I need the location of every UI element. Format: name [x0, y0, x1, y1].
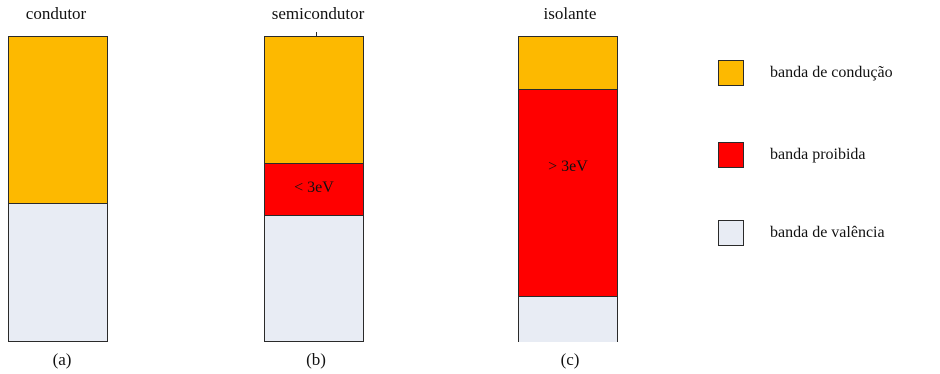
band-gap-label: > 3eV: [548, 158, 588, 175]
band-bar-condutor: [8, 36, 108, 342]
band-forbidden: < 3eV: [265, 163, 363, 215]
band-diagram-semicondutor: < 3eV: [264, 36, 368, 342]
column-title-condutor: condutor: [25, 4, 87, 23]
column-label-c: (c): [560, 350, 580, 369]
legend-label-conduction: banda de condução: [770, 64, 893, 81]
column-tick-mark: [316, 32, 317, 36]
band-conduction: [265, 37, 363, 163]
column-title-semicondutor: semicondutor: [271, 4, 365, 23]
band-gap-label: < 3eV: [294, 179, 334, 196]
legend: banda de condução banda proibida banda d…: [718, 60, 938, 250]
band-forbidden: > 3eV: [519, 89, 617, 296]
band-bar-isolante: > 3eV: [518, 36, 618, 342]
legend-swatch-forbidden: [718, 142, 744, 168]
band-conduction: [9, 37, 107, 203]
column-label-b: (b): [306, 350, 326, 369]
band-diagram-condutor: [8, 36, 112, 342]
band-valence: [9, 203, 107, 341]
band-valence: [265, 215, 363, 341]
band-conduction: [519, 37, 617, 89]
column-title-isolante: isolante: [543, 4, 597, 23]
legend-swatch-conduction: [718, 60, 744, 86]
legend-label-valence: banda de valência: [770, 224, 885, 241]
band-diagram-isolante: > 3eV: [518, 36, 622, 342]
column-label-a: (a): [52, 350, 72, 369]
band-valence: [519, 296, 617, 342]
legend-label-forbidden: banda proibida: [770, 146, 866, 163]
band-bar-semicondutor: < 3eV: [264, 36, 364, 342]
legend-swatch-valence: [718, 220, 744, 246]
